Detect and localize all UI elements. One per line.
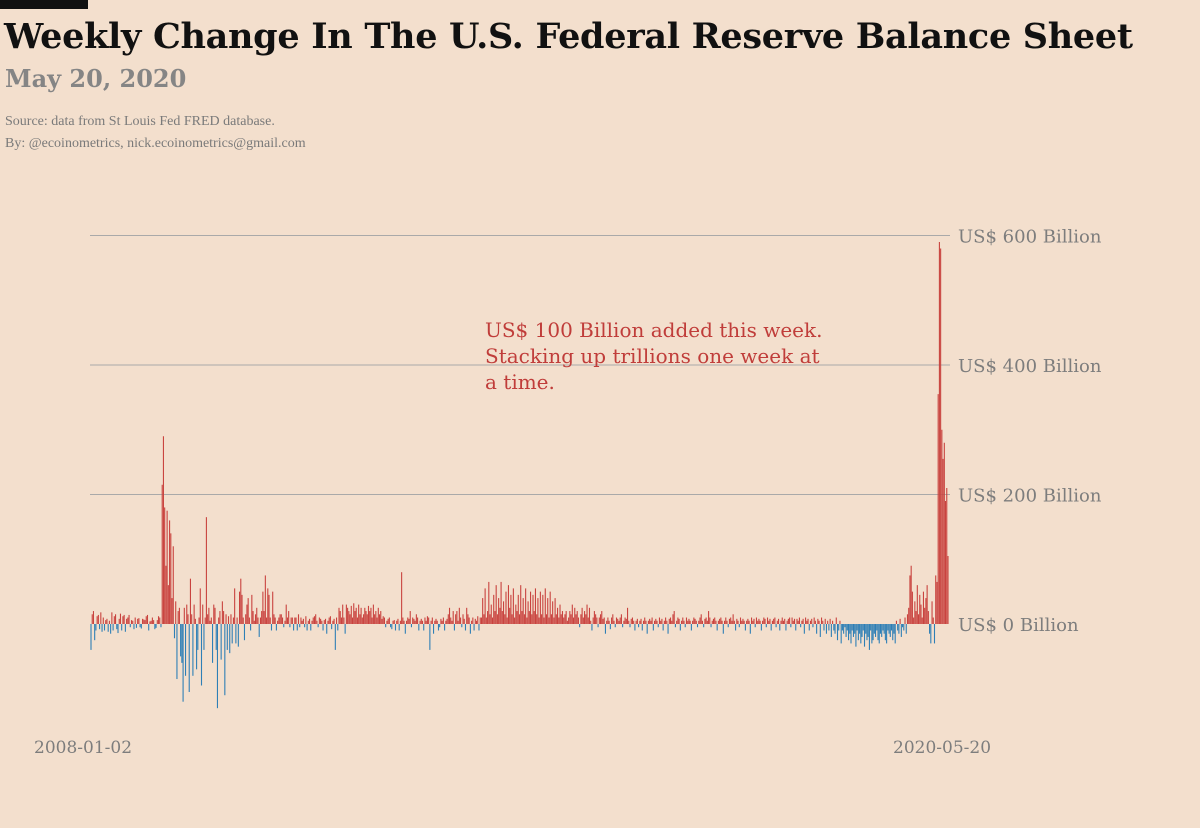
y-tick-label: US$ 600 Billion bbox=[958, 227, 1102, 248]
author-note: By: @ecoinometrics, nick.ecoinometrics@g… bbox=[5, 136, 306, 151]
annotation-line: a time. bbox=[485, 370, 555, 394]
chart-title: Weekly Change In The U.S. Federal Reserv… bbox=[4, 16, 1133, 57]
annotation-line: Stacking up trillions one week at bbox=[485, 344, 820, 368]
annotation-line: US$ 100 Billion added this week. bbox=[485, 318, 822, 342]
y-tick-label: US$ 200 Billion bbox=[958, 486, 1102, 507]
y-tick-label: US$ 0 Billion bbox=[958, 615, 1079, 636]
x-tick-label: 2008-01-02 bbox=[34, 738, 132, 758]
y-tick-label: US$ 400 Billion bbox=[958, 356, 1102, 377]
annotation: US$ 100 Billion added this week. Stacking… bbox=[485, 318, 822, 394]
brand-bar bbox=[0, 0, 88, 9]
x-tick-label: 2020-05-20 bbox=[893, 738, 991, 758]
source-note: Source: data from St Louis Fed FRED data… bbox=[5, 114, 275, 129]
chart-date: May 20, 2020 bbox=[5, 64, 187, 93]
